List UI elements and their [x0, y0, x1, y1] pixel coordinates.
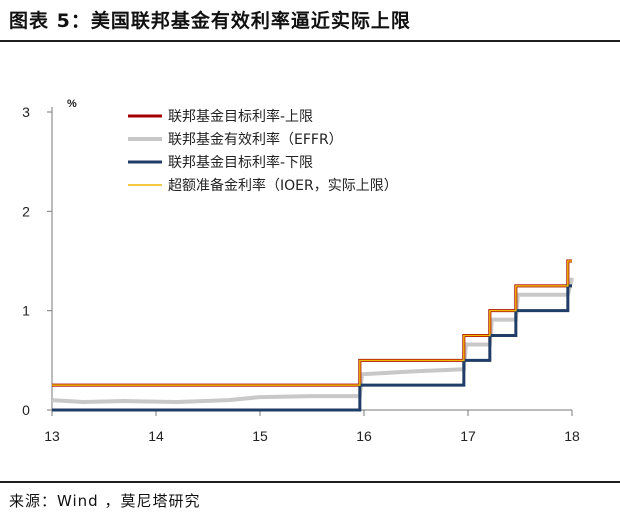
chart-series	[51, 259, 574, 412]
y-tick-label: 1	[22, 303, 30, 319]
series-line-2	[51, 277, 574, 405]
legend-label-1: 联邦基金目标利率-上限	[168, 108, 313, 125]
title-divider	[0, 40, 620, 42]
y-unit-label: %	[67, 98, 77, 110]
rate-chart: 0 1 2 3 % 13 14 15 16 17 18 联邦基金目标利率-上限联邦基金有效利率（EF…	[22, 98, 580, 444]
series-line-1	[52, 259, 572, 387]
series-line-4	[52, 260, 572, 386]
legend-label-4: 超额准备金利率（IOER，实际上限）	[168, 177, 398, 194]
x-tick-label: 18	[564, 428, 580, 444]
legend-label-2: 联邦基金有效利率（EFFR）	[168, 131, 343, 148]
x-tick-label: 17	[460, 428, 476, 444]
x-tick-label: 15	[252, 428, 268, 444]
footer-divider	[0, 481, 620, 483]
chart-title: 图表 5：美国联邦基金有效利率逼近实际上限	[9, 10, 411, 32]
series-line-3	[52, 284, 572, 412]
source-note: 来源：Wind ，莫尼塔研究	[9, 492, 201, 510]
y-tick-label: 2	[22, 203, 30, 219]
y-tick-label: 0	[22, 402, 30, 418]
x-tick-label: 14	[148, 428, 164, 444]
y-tick-label: 3	[22, 104, 30, 120]
legend-label-3: 联邦基金目标利率-下限	[168, 154, 313, 171]
x-tick-label: 16	[356, 428, 372, 444]
title-bar: 图表 5：美国联邦基金有效利率逼近实际上限	[0, 0, 620, 40]
x-tick-label: 13	[44, 428, 60, 444]
chart-axes: 0 1 2 3 % 13 14 15 16 17 18	[22, 98, 580, 444]
